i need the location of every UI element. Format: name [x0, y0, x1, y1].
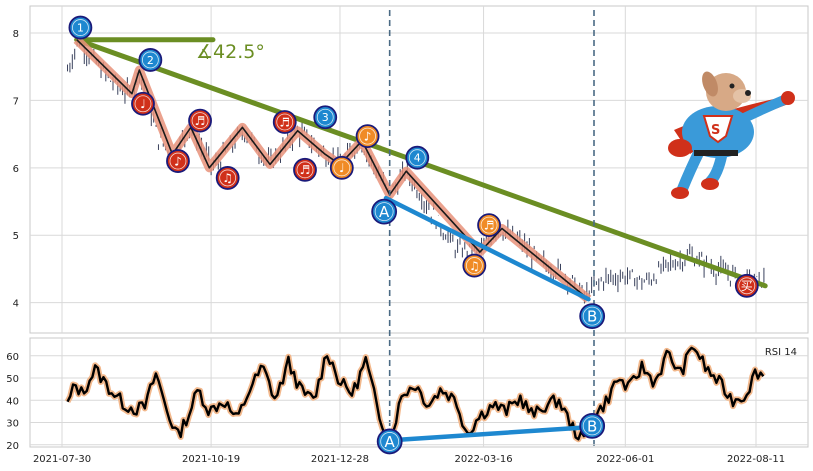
- wave-marker-label: 4: [414, 152, 421, 165]
- note-marker: ♪: [166, 149, 190, 173]
- rsi-y-ticks: 20 30 40 50 60: [6, 352, 19, 452]
- note-marker-ring: [359, 127, 376, 145]
- rsi-divergence-group: AB: [376, 412, 606, 455]
- divergence-marker-circle: [371, 198, 398, 225]
- wave-path-group: [73, 36, 592, 303]
- x-ticks: 2021-07-30 2021-10-19 2021-12-28 2022-03-16…: [33, 454, 785, 465]
- rsi-divergence-marker: A: [376, 428, 403, 455]
- divergence-group: [383, 10, 595, 447]
- wave-marker-label: 3: [322, 111, 329, 124]
- wave-path: [76, 39, 589, 300]
- wave-marker: 1: [68, 15, 93, 40]
- main-y-tick-label: 6: [13, 164, 19, 175]
- rsi-grid: [30, 338, 808, 447]
- note-marker-label: ♬: [279, 115, 290, 129]
- wave-marker-ring: [408, 149, 426, 167]
- x-tick-label: 2022-03-16: [454, 454, 512, 465]
- main-y-tick-label: 7: [13, 96, 19, 107]
- note-marker: ♬: [188, 108, 212, 133]
- main-y-tick-label: 4: [13, 299, 19, 310]
- wave-marker: 2: [138, 48, 163, 72]
- rsi-line: [66, 346, 765, 442]
- wave-marker-label: 1: [77, 22, 84, 35]
- svg-text:S: S: [711, 123, 720, 138]
- note-marker-ring: [219, 169, 237, 187]
- note-marker-label: ♬: [300, 163, 311, 177]
- note-marker: ♫: [215, 166, 240, 190]
- divergence-marker-ring: [582, 306, 602, 326]
- note-marker-ring: [480, 216, 498, 234]
- note-marker-label: 买: [741, 279, 753, 293]
- rsi-y-tick-label: 30: [6, 419, 19, 430]
- rsi-line-group: [64, 344, 766, 444]
- divergence-marker-label: A: [379, 203, 390, 221]
- rsi-divergence-marker-label: A: [385, 433, 396, 451]
- wave-marker: 3: [313, 105, 338, 130]
- wave-marker-ring: [141, 51, 159, 69]
- x-tick-label: 2021-07-30: [33, 454, 91, 465]
- rsi-y-tick-label: 50: [6, 374, 19, 385]
- note-marker-label: ♪: [174, 154, 182, 168]
- rsi-divergence-marker-label: B: [587, 417, 597, 435]
- markers-group: 1 2 3 4 ♩ ♪ ♬ ♫ ♬ ♬ ♩ ♪ ♫ ♬ 买 A B: [68, 15, 759, 330]
- note-marker-ring: [191, 112, 209, 130]
- x-tick-label: 2022-06-01: [596, 454, 654, 465]
- rsi-y-tick-label: 60: [6, 352, 19, 363]
- note-marker: ♬: [477, 213, 501, 238]
- main-y-tick-label: 8: [13, 29, 19, 40]
- note-marker: 买: [734, 273, 759, 298]
- x-tick-label: 2022-08-11: [727, 454, 785, 465]
- note-marker-ring: [333, 159, 351, 177]
- rsi-divergence-marker: B: [579, 412, 606, 439]
- note-marker-ring: [169, 152, 187, 170]
- wave-marker-ring: [316, 108, 334, 126]
- note-marker-ring: [276, 113, 294, 131]
- note-marker-label: ♫: [222, 171, 233, 185]
- rsi-divergence-marker-ring: [582, 416, 602, 436]
- note-marker-ring: [738, 277, 756, 295]
- rsi-divergence-marker-circle: [376, 428, 403, 455]
- wave-marker-label: 2: [147, 54, 154, 67]
- divergence-marker-ring: [374, 202, 394, 222]
- note-marker: ♬: [272, 110, 297, 134]
- x-tick-label: 2021-12-28: [311, 454, 369, 465]
- note-marker: ♪: [355, 124, 380, 149]
- note-marker-label: ♩: [140, 97, 146, 111]
- rsi-panel-frame: [29, 337, 809, 448]
- wave-marker-ring: [72, 19, 89, 36]
- main-y-tick-label: 5: [13, 231, 19, 242]
- note-marker: ♬: [293, 157, 317, 182]
- main-panel-frame: [29, 5, 809, 334]
- note-marker-label: ♪: [364, 129, 372, 143]
- rsi-y-tick-label: 40: [6, 396, 19, 407]
- note-marker-ring: [296, 161, 314, 179]
- note-marker: ♩: [329, 155, 354, 180]
- rsi-divergence-marker-circle: [579, 412, 606, 439]
- divergence-marker-circle: [579, 303, 606, 330]
- note-marker-label: ♬: [484, 218, 495, 232]
- rsi-divergence-marker-ring: [380, 432, 400, 451]
- note-marker-label: ♬: [195, 114, 206, 128]
- note-marker: ♫: [462, 253, 487, 278]
- rsi-label: RSI 14: [765, 347, 797, 358]
- note-marker-ring: [134, 95, 152, 113]
- wave-marker: 4: [405, 145, 430, 170]
- divergence-marker-label: B: [587, 308, 597, 326]
- x-tick-label: 2021-10-19: [182, 454, 240, 465]
- rsi-divergence-line: [387, 424, 595, 443]
- angle-label: ∡42.5°: [196, 41, 265, 63]
- note-marker-label: ♫: [469, 259, 480, 273]
- superhero-dog-mascot: S: [668, 71, 795, 199]
- note-marker-ring: [465, 257, 483, 274]
- divergence-marker: A: [371, 198, 398, 225]
- main-panel: 4 5 6 7 8 1 2 3 4 ♩ ♪ ♬ ♫ ♬ ♬ ♩ ♪ ♫ ♬ 买 A B ∡42.5°: [13, 5, 809, 447]
- rsi-y-tick-label: 20: [6, 441, 19, 452]
- note-marker-label: ♩: [339, 161, 345, 175]
- note-marker: ♩: [131, 91, 155, 116]
- divergence-marker: B: [579, 303, 606, 330]
- price-divergence-line: [383, 195, 591, 302]
- main-y-ticks: 4 5 6 7 8: [13, 29, 19, 310]
